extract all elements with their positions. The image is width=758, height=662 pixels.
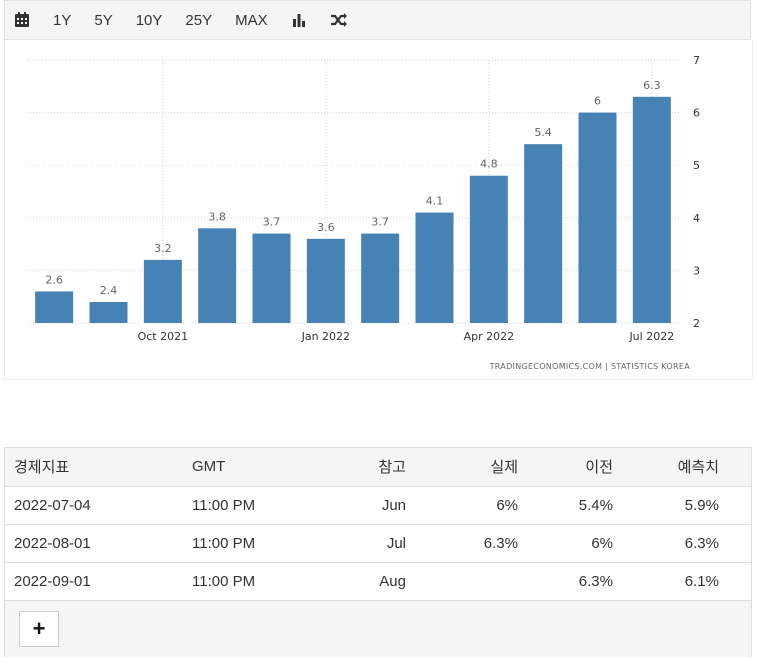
range-25y-button[interactable]: 25Y	[185, 11, 213, 29]
compare-button[interactable]	[330, 0, 348, 40]
calendar-table: 경제지표 GMT 참고 실제 이전 예측치 2022-07-04 11:00 P…	[4, 447, 752, 657]
table-row: 2022-07-04 11:00 PM Jun 6% 5.4% 5.9%	[5, 486, 751, 524]
bar	[469, 175, 508, 323]
bar	[89, 301, 128, 323]
data-label: 5.4	[534, 126, 552, 139]
range-10y-button[interactable]: 10Y	[135, 11, 163, 29]
header-forecast: 예측치	[677, 459, 719, 477]
range-5y-button[interactable]: 5Y	[94, 11, 113, 29]
data-label: 6.3	[643, 79, 661, 92]
data-label: 4.1	[426, 195, 444, 208]
cell-actual: 6%	[496, 496, 518, 514]
bar	[632, 96, 671, 323]
cell-forecast: 6.1%	[684, 572, 719, 590]
range-1y-button[interactable]: 1Y	[53, 11, 72, 29]
cell-reference: Jul	[386, 534, 406, 552]
bar	[198, 228, 237, 323]
y-tick-label: 2	[693, 317, 700, 330]
header-actual: 실제	[490, 459, 518, 477]
cell-date: 2022-08-01	[14, 534, 91, 552]
cell-reference: Aug	[379, 572, 406, 590]
chart-area: 2 3 4 5 6 7 Oct 2021 Jan 2022 Apr 2022 Jul 2022 2.…	[4, 40, 753, 380]
data-label: 2.6	[45, 273, 63, 286]
bar	[361, 233, 400, 323]
cell-actual	[406, 562, 518, 600]
header-reference: 참고	[378, 459, 406, 477]
data-label: 3.8	[208, 210, 226, 223]
bar	[415, 212, 454, 323]
cell-reference: Jun	[381, 496, 406, 514]
bar-chart: 2 3 4 5 6 7 Oct 2021 Jan 2022 Apr 2022 Jul 2022 2.…	[27, 54, 700, 371]
data-label: 3.6	[317, 221, 335, 234]
data-label: 4.8	[480, 158, 498, 171]
x-tick-label: Jan 2022	[301, 330, 350, 343]
cell-forecast: 5.9%	[684, 496, 719, 514]
header-indicator: 경제지표	[14, 459, 70, 477]
bar	[306, 238, 345, 323]
header-previous: 이전	[585, 459, 613, 477]
data-label: 6	[594, 95, 601, 108]
bar	[524, 144, 563, 323]
shuffle-icon	[330, 13, 347, 27]
y-tick-label: 5	[693, 159, 700, 172]
cell-date: 2022-09-01	[14, 572, 91, 590]
source-label: TRADINGECONOMICS.COM | STATISTICS KOREA	[489, 362, 691, 371]
x-tick-label: Jul 2022	[628, 330, 674, 343]
data-label: 2.4	[100, 284, 118, 297]
chart-type-button[interactable]	[291, 0, 307, 40]
cell-previous: 5.4%	[578, 496, 613, 514]
x-tick-label: Apr 2022	[464, 330, 515, 343]
calendar-icon	[15, 12, 29, 27]
header-gmt: GMT	[192, 458, 226, 476]
bar	[578, 112, 617, 323]
table-row: 2022-08-01 11:00 PM Jul 6.3% 6% 6.3%	[5, 524, 751, 562]
bar	[35, 291, 74, 323]
cell-forecast: 6.3%	[684, 534, 719, 552]
table-row: 2022-09-01 11:00 PM Aug 6.3% 6.1%	[5, 562, 751, 600]
cell-actual: 6.3%	[483, 534, 518, 552]
table-footer: +	[5, 600, 751, 657]
cell-gmt: 11:00 PM	[192, 534, 256, 552]
bar-chart-icon	[292, 14, 305, 27]
data-label: 3.7	[263, 216, 281, 229]
y-tick-label: 4	[693, 212, 700, 225]
y-tick-label: 6	[693, 107, 700, 120]
data-label: 3.2	[154, 242, 172, 255]
chart-toolbar: 1Y 5Y 10Y 25Y MAX	[4, 0, 751, 40]
table-header-row: 경제지표 GMT 참고 실제 이전 예측치	[5, 448, 751, 486]
bar	[143, 259, 182, 323]
data-label: 3.7	[371, 216, 389, 229]
x-tick-label: Oct 2021	[138, 330, 189, 343]
cell-previous: 6.3%	[578, 572, 613, 590]
cell-gmt: 11:00 PM	[192, 496, 256, 514]
range-max-button[interactable]: MAX	[235, 11, 268, 29]
calendar-button[interactable]	[14, 0, 30, 40]
load-more-button[interactable]: +	[19, 611, 59, 647]
y-tick-label: 3	[693, 264, 700, 277]
cell-date: 2022-07-04	[14, 496, 91, 514]
cell-previous: 6%	[591, 534, 613, 552]
bar	[252, 233, 291, 323]
y-tick-label: 7	[693, 54, 700, 67]
cell-gmt: 11:00 PM	[192, 572, 256, 590]
